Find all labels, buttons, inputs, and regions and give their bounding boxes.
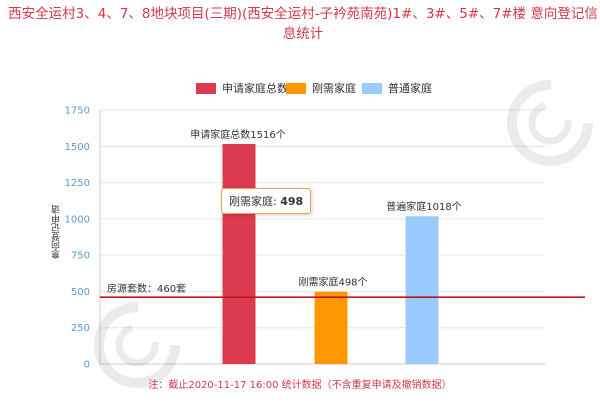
bar-total: [222, 143, 256, 364]
bar-ordinary: [405, 216, 439, 364]
y-tick-label-7: 1750: [65, 106, 90, 117]
data-label-rigid: 刚需家庭498个: [298, 276, 367, 289]
reference-line-label: 房源套数：460套: [107, 282, 186, 295]
watermark-logo-left: [94, 302, 180, 388]
y-tick-label-5: 1250: [65, 178, 90, 189]
legend-label-total: 申请家庭总数: [222, 82, 288, 95]
footnote: 注：截止2020-11-17 16:00 统计数据（不含重复申请及撤销数据）: [148, 380, 452, 391]
legend-item-ordinary[interactable]: 普通家庭: [362, 80, 432, 96]
tooltip-rigid: 刚需家庭: 498: [221, 188, 312, 214]
legend-label-rigid: 刚需家庭: [312, 82, 356, 95]
watermark-logo-right: [507, 80, 593, 166]
tooltip-value: 498: [280, 195, 304, 208]
y-tick-label-2: 500: [71, 287, 90, 298]
y-tick-label-3: 750: [71, 251, 90, 262]
data-label-ordinary: 普遍家庭1018个: [386, 200, 461, 213]
legend-swatch-rigid: [286, 82, 306, 94]
legend-swatch-total: [196, 82, 216, 94]
bar-rigid: [314, 291, 348, 364]
y-tick-label-6: 1500: [65, 142, 90, 153]
chart-legend: 申请家庭总数 刚需家庭 普通家庭: [0, 80, 600, 96]
legend-label-ordinary: 普通家庭: [388, 82, 432, 95]
y-tick-label-0: 0: [84, 360, 90, 371]
legend-swatch-ordinary: [362, 82, 382, 94]
data-label-total: 申请家庭总数1516个: [190, 128, 285, 141]
legend-item-total[interactable]: 申请家庭总数: [196, 80, 288, 96]
y-tick-label-4: 1000: [65, 214, 90, 225]
legend-item-rigid[interactable]: 刚需家庭: [286, 80, 356, 96]
tooltip-label: 刚需家庭:: [229, 195, 281, 208]
page-title: 西安全运村3、4、7、8地块项目(三期)(西安全运村-子衿苑南苑)1#、3#、5…: [8, 6, 598, 42]
y-tick-label-1: 250: [71, 323, 90, 334]
